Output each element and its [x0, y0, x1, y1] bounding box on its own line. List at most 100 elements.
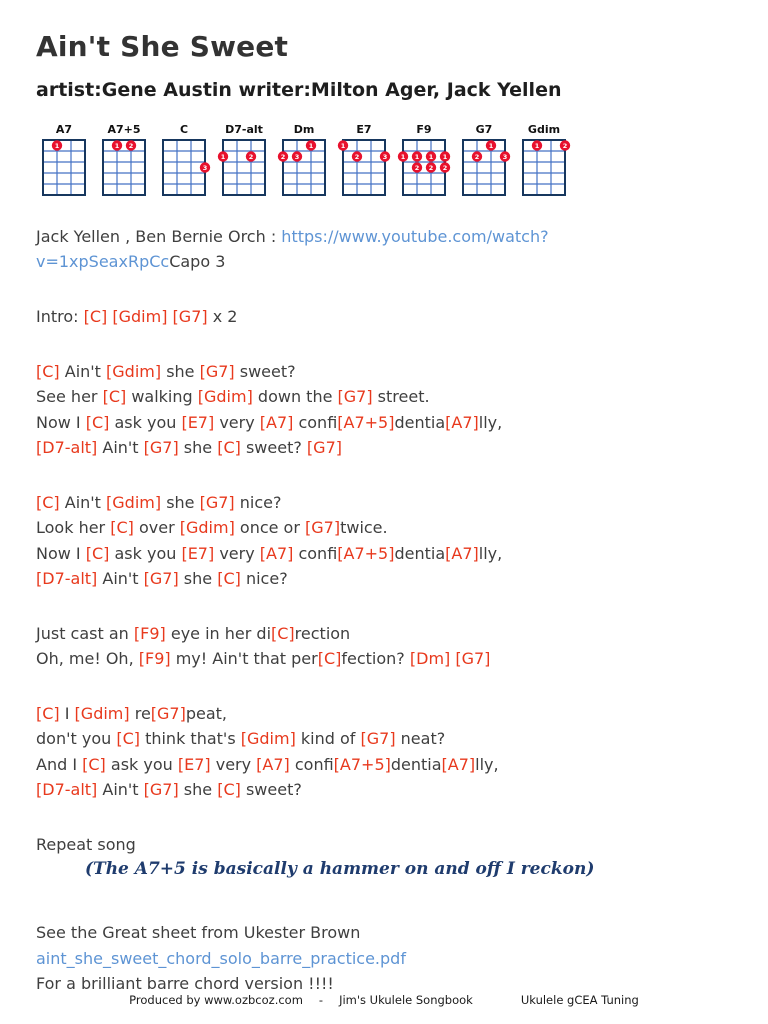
- fretboard-grid: 1 1 1 1 2 2 2: [397, 139, 451, 196]
- finger-dot: 1: [411, 151, 423, 162]
- lyric-text: dentia: [394, 543, 446, 563]
- finger-dot: 1: [111, 140, 123, 151]
- finger-dot: 1: [397, 151, 409, 162]
- lyric-line: Now I [C] ask you [E7] very [A7] confi[A…: [36, 410, 732, 436]
- see-sheet-text: See the Great sheet from Ukester Brown: [36, 923, 361, 942]
- chord-diagram-gdim: Gdim 1 2: [521, 123, 571, 198]
- produced-by-text: Produced by www.ozbcoz.com: [129, 993, 303, 1007]
- inline-chord: [A7+5]: [337, 412, 395, 432]
- lyric-text: my! Ain't that per: [170, 649, 318, 668]
- lyric-text: think that's: [139, 729, 241, 748]
- lyric-line: Intro: [C] [Gdim] [G7] x 2: [36, 304, 732, 330]
- svg-text:2: 2: [281, 153, 286, 161]
- inline-chord: [E7]: [181, 412, 215, 432]
- inline-chord: [G7]: [199, 361, 235, 381]
- finger-dot: 2: [439, 162, 451, 173]
- lyric-text: ask you: [109, 412, 182, 432]
- inline-chord: [G7]: [143, 438, 179, 457]
- inline-chord: [G7]: [150, 703, 186, 723]
- lyric-text: she: [161, 492, 200, 512]
- chord-name-label: D7-alt: [225, 123, 263, 136]
- lyric-text: rection: [294, 623, 351, 643]
- page-footer: Produced by www.ozbcoz.com - Jim's Ukulele…: [0, 993, 768, 1007]
- svg-text:1: 1: [443, 153, 448, 161]
- finger-dot: 2: [245, 151, 257, 162]
- lyric-text: don't you: [36, 729, 117, 748]
- lyric-text: Ain't: [97, 569, 144, 588]
- svg-text:1: 1: [429, 153, 434, 161]
- chord-name-label: A7: [55, 123, 73, 136]
- tuning-text: Ukulele gCEA Tuning: [520, 993, 639, 1007]
- inline-chord: [A7]: [259, 412, 294, 432]
- svg-text:2: 2: [563, 142, 568, 150]
- lyric-line: don't you [C] think that's [Gdim] kind o…: [36, 726, 732, 752]
- finger-dot: 1: [51, 140, 63, 151]
- lyric-text: peat,: [185, 703, 228, 723]
- lyric-text: Now I: [36, 412, 86, 432]
- lyric-text: twice.: [340, 518, 388, 537]
- svg-text:2: 2: [443, 164, 448, 172]
- inline-chord: [A7+5]: [337, 543, 395, 563]
- lyric-text: x 2: [207, 307, 238, 326]
- chord-diagram-d7-alt: D7-alt 1 2: [217, 123, 267, 198]
- inline-chord: [C]: [85, 412, 110, 432]
- lyric-line: See her [C] walking [Gdim] down the [G7]…: [36, 384, 732, 410]
- lyric-line: [D7-alt] Ain't [G7] she [C] sweet? [G7]: [36, 435, 732, 461]
- page-title: Ain't She Sweet: [36, 30, 289, 63]
- youtube-link[interactable]: https://www.youtube.com/watch?v=1xpSeaxR…: [36, 227, 549, 271]
- lyric-line: [C] Ain't [Gdim] she [G7] nice?: [36, 490, 732, 516]
- inline-chord: [G7]: [143, 780, 179, 799]
- chord-diagram-dm: Dm 1 2 3: [277, 123, 327, 198]
- footer-dash: -: [318, 993, 324, 1007]
- inline-chord: [E7]: [177, 754, 211, 774]
- finger-dot: 1: [217, 151, 229, 162]
- finger-dot: 2: [125, 140, 137, 151]
- svg-text:2: 2: [355, 153, 360, 161]
- inline-chord: [C]: [217, 438, 241, 457]
- inline-chord: [F9]: [133, 623, 166, 643]
- svg-text:1: 1: [341, 142, 346, 150]
- inline-chord: [G7]: [143, 569, 179, 588]
- inline-chord: [A7]: [441, 754, 476, 774]
- inline-chord: [C]: [36, 492, 60, 512]
- lyric-text: over: [133, 518, 180, 537]
- lyric-text: And I: [36, 754, 83, 774]
- inline-chord: [C]: [85, 543, 110, 563]
- inline-chord: [Gdim]: [106, 361, 162, 381]
- finger-dot: 1: [439, 151, 451, 162]
- lyric-text: very: [214, 412, 260, 432]
- barre-version-text: For a brilliant barre chord version !!!!: [36, 974, 334, 993]
- inline-chord: [G7]: [172, 307, 208, 326]
- lyric-line: Now I [C] ask you [E7] very [A7] confi[A…: [36, 541, 732, 567]
- svg-text:2: 2: [415, 164, 420, 172]
- chord-name-label: F9: [416, 123, 432, 136]
- inline-chord: [D7-alt]: [36, 780, 98, 799]
- inline-chord: [Gdim]: [74, 703, 130, 723]
- inline-chord: [G7]: [199, 492, 235, 512]
- finger-dot: 2: [471, 151, 483, 162]
- chord-diagram-f9: F9 1 1 1 1 2 2 2: [397, 123, 451, 198]
- svg-text:3: 3: [203, 164, 208, 172]
- pdf-link[interactable]: aint_she_sweet_chord_solo_barre_practice…: [36, 948, 406, 968]
- inline-chord: [A7]: [445, 412, 479, 432]
- finger-dot: 3: [379, 151, 391, 162]
- section-verse-3: [C] I [Gdim] re[G7]peat, don't you [C] th…: [36, 701, 732, 803]
- lyric-text: Ain't: [97, 780, 144, 799]
- svg-text:1: 1: [309, 142, 314, 150]
- lyric-text: eye in her di: [165, 623, 272, 643]
- finger-dot: 2: [559, 140, 571, 151]
- lyric-text: confi: [293, 543, 338, 563]
- finger-dot: 1: [485, 140, 497, 151]
- inline-chord: [C]: [271, 623, 295, 643]
- lyric-text: Intro:: [36, 307, 84, 326]
- inline-chord: [C]: [110, 518, 134, 537]
- chord-name-label: C: [179, 123, 189, 136]
- inline-chord: [Gdim]: [179, 518, 235, 537]
- lyric-text: ask you: [109, 543, 182, 563]
- lyric-text: Look her: [36, 518, 111, 537]
- byline-paragraph: Jack Yellen , Ben Bernie Orch : https://…: [36, 224, 621, 274]
- svg-text:1: 1: [535, 142, 540, 150]
- lyric-text: nice?: [234, 492, 282, 512]
- lyric-text: walking: [126, 387, 198, 406]
- lyric-line: And I [C] ask you [E7] very [A7] confi[A…: [36, 752, 732, 778]
